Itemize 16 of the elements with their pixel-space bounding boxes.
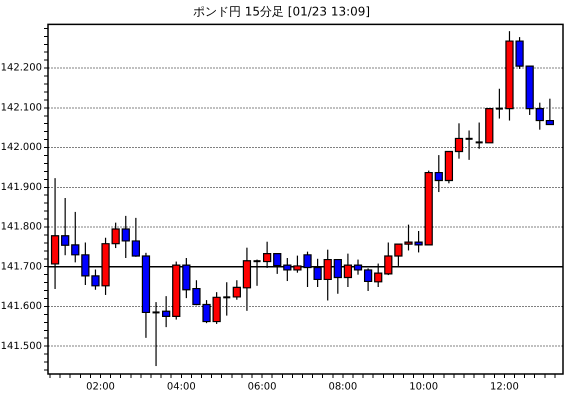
x-tick-label: 10:00 [409,382,438,393]
x-tick-label: 04:00 [166,382,196,393]
candlestick [464,130,474,160]
x-tick-label: 12:00 [490,382,519,393]
y-tick-label: 142.100 [0,102,42,114]
y-tick-label: 141.700 [0,261,42,272]
y-tick-label: 141.800 [0,222,42,233]
x-tick-label: 06:00 [248,382,276,393]
x-tick-label: 08:00 [328,382,358,393]
chart-title: ポンド円 15分足 [01/23 13:09] [192,4,370,18]
x-tick-label: 02:00 [86,382,115,393]
y-tick-label: 142.200 [0,62,42,74]
y-tick-label: 141.600 [0,301,42,312]
y-tick-label: 141.900 [0,182,42,193]
y-tick-label: 142.000 [0,142,42,154]
y-tick-label: 141.500 [0,340,42,352]
